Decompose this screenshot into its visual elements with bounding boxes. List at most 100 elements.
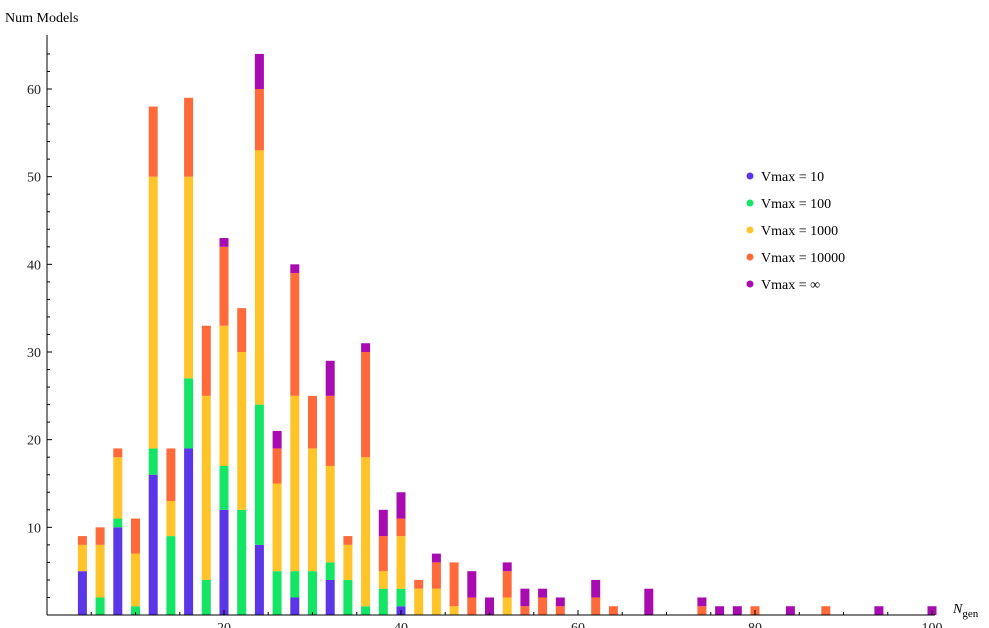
bar-segment-series-3-x-12 [148, 176, 158, 449]
bar-segment-series-3-x-40 [396, 536, 406, 589]
bar-segment-series-4-x-52 [502, 571, 512, 598]
bar-segment-series-1-x-16 [184, 448, 194, 615]
bar-segment-series-4-x-58 [555, 606, 565, 615]
bar-segment-series-5-x-48 [467, 571, 477, 598]
bar-segment-series-3-x-16 [184, 176, 194, 379]
bar-segment-series-4-x-30 [308, 395, 317, 449]
bar-segment-series-1-x-28 [290, 597, 300, 615]
x-tick-label-60: 60 [571, 621, 585, 628]
bar-segment-series-3-x-42 [414, 588, 424, 615]
bar-segment-series-1-x-20 [219, 509, 229, 615]
bar-segment-series-1-x-32 [325, 579, 335, 615]
bar-segment-series-5-x-74 [697, 597, 707, 607]
bar-segment-series-2-x-24 [254, 404, 264, 545]
bar-segment-series-3-x-10 [131, 553, 140, 607]
bar-segment-series-5-x-54 [520, 588, 530, 607]
y-tick-label-60: 60 [27, 83, 41, 98]
bar-segment-series-1-x-24 [254, 544, 264, 615]
bar-segment-series-3-x-14 [166, 501, 176, 537]
bar-segment-series-4-x-8 [113, 448, 123, 458]
bar-segment-series-2-x-36 [361, 606, 371, 615]
bar-segment-series-2-x-32 [325, 562, 335, 580]
bar-segment-series-3-x-34 [343, 544, 353, 580]
x-tick-label-100: 100 [922, 621, 943, 628]
bar-segment-series-4-x-74 [697, 606, 707, 615]
bar-segment-series-4-x-6 [95, 527, 105, 545]
bar-segment-series-4-x-36 [361, 352, 371, 458]
bar-segment-series-5-x-40 [396, 492, 406, 519]
bar-segment-series-5-x-38 [378, 509, 388, 537]
bar-segment-series-3-x-30 [308, 448, 317, 572]
legend-marker-4 [746, 253, 754, 261]
bar-segment-series-4-x-14 [166, 448, 176, 502]
ticks-layer: 20 40 60 80 100 10 20 30 40 50 60 [27, 53, 943, 628]
bar-segment-series-1-x-12 [148, 474, 158, 615]
bar-segment-series-5-x-58 [555, 597, 565, 607]
bar-segment-series-2-x-26 [272, 571, 282, 615]
bar-segment-series-3-x-22 [237, 352, 247, 510]
bar-segment-series-4-x-4 [77, 536, 87, 545]
legend: Vmax = 10 Vmax = 100 Vmax = 1000 Vmax = 100… [746, 170, 845, 293]
bar-segment-series-4-x-18 [201, 325, 211, 396]
bar-segment-series-3-x-44 [431, 588, 441, 615]
bar-segment-series-3-x-4 [77, 544, 87, 572]
bar-segment-series-4-x-22 [237, 308, 247, 352]
legend-marker-3 [746, 226, 754, 234]
bar-segment-series-3-x-8 [113, 457, 123, 519]
bar-segment-series-2-x-30 [308, 571, 317, 615]
bar-segment-series-3-x-52 [502, 597, 512, 615]
bar-segment-series-2-x-8 [113, 518, 123, 528]
bar-segment-series-5-x-20 [219, 238, 229, 247]
legend-marker-2 [746, 199, 754, 207]
bar-segment-series-5-x-56 [538, 588, 548, 598]
y-tick-label-20: 20 [27, 434, 41, 449]
legend-label-1: Vmax = 10 [761, 170, 824, 185]
bar-segment-series-5-x-36 [361, 343, 371, 352]
y-tick-label-40: 40 [27, 258, 41, 273]
y-axis-title: Num Models [5, 11, 79, 26]
bar-segment-series-5-x-52 [502, 562, 512, 572]
bar-segment-series-3-x-28 [290, 395, 300, 572]
bar-segment-series-2-x-10 [131, 606, 140, 615]
bar-segment-series-2-x-6 [95, 597, 105, 615]
bar-segment-series-4-x-44 [431, 562, 441, 589]
bar-segment-series-4-x-20 [219, 246, 229, 326]
bar-segment-series-4-x-10 [131, 518, 140, 554]
bar-segment-series-5-x-28 [290, 264, 300, 274]
bar-segment-series-4-x-48 [467, 597, 477, 615]
bar-segment-series-3-x-6 [95, 544, 105, 598]
bar-segment-series-3-x-46 [449, 606, 459, 615]
bar-segment-series-2-x-22 [237, 509, 247, 615]
axes-layer: 20 40 60 80 100 10 20 30 40 50 60 [27, 35, 943, 628]
bar-segment-series-4-x-40 [396, 518, 406, 537]
bar-segment-series-5-x-62 [591, 579, 601, 598]
bar-segment-series-4-x-12 [148, 106, 158, 177]
bar-segment-series-5-x-44 [431, 553, 441, 563]
bar-segment-series-2-x-18 [201, 579, 211, 615]
y-tick-label-10: 10 [27, 521, 41, 536]
bar-segment-series-2-x-34 [343, 579, 353, 615]
bar-segment-series-4-x-46 [449, 562, 459, 607]
bar-segment-series-4-x-62 [591, 597, 601, 615]
bar-segment-series-3-x-20 [219, 325, 229, 466]
x-axis-title-subscript: gen [962, 608, 978, 620]
x-tick-label-80: 80 [748, 621, 762, 628]
bar-segment-series-4-x-28 [290, 273, 300, 396]
bar-segment-series-3-x-36 [361, 457, 371, 607]
legend-marker-1 [746, 172, 754, 180]
bar-segment-series-2-x-14 [166, 536, 176, 615]
legend-label-5: Vmax = ∞ [761, 278, 820, 293]
y-tick-label-50: 50 [27, 171, 41, 186]
bar-segment-series-4-x-26 [272, 448, 282, 484]
legend-marker-5 [746, 280, 754, 288]
bar-segment-series-5-x-94 [874, 606, 884, 615]
bar-segment-series-4-x-42 [414, 579, 424, 589]
bar-segment-series-3-x-26 [272, 483, 282, 572]
bar-segment-series-3-x-24 [254, 150, 264, 405]
bar-segment-series-2-x-12 [148, 448, 158, 475]
bar-segment-series-3-x-38 [378, 571, 388, 589]
bar-segment-series-5-x-26 [272, 430, 282, 449]
bar-segment-series-5-x-50 [485, 597, 494, 615]
